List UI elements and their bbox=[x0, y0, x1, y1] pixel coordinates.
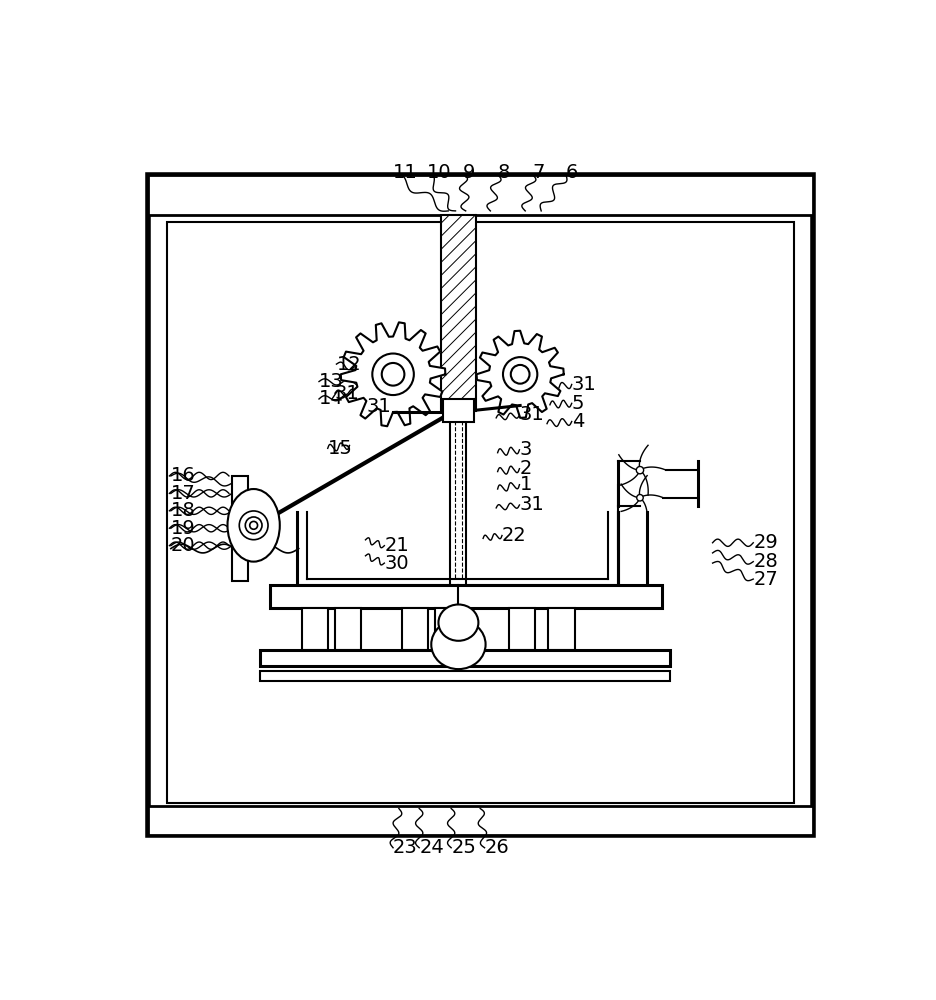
Text: 29: 29 bbox=[753, 533, 777, 552]
Polygon shape bbox=[476, 331, 563, 418]
Bar bbox=[434, 608, 461, 650]
Text: 1: 1 bbox=[519, 475, 532, 494]
Text: 6: 6 bbox=[565, 163, 578, 182]
Text: 10: 10 bbox=[426, 163, 450, 182]
Circle shape bbox=[372, 354, 414, 395]
Circle shape bbox=[636, 494, 642, 501]
Bar bbox=[441, 215, 475, 411]
Text: 25: 25 bbox=[451, 838, 475, 857]
Circle shape bbox=[510, 365, 529, 384]
Ellipse shape bbox=[227, 489, 280, 562]
Bar bbox=[443, 399, 474, 422]
Text: 5: 5 bbox=[571, 394, 583, 413]
Bar bbox=[167, 222, 793, 803]
Text: 24: 24 bbox=[418, 838, 444, 857]
Text: 17: 17 bbox=[170, 484, 196, 503]
Text: 19: 19 bbox=[170, 519, 196, 538]
Text: 31: 31 bbox=[335, 384, 359, 403]
Bar bbox=[335, 608, 360, 650]
Bar bbox=[270, 585, 661, 608]
Text: 15: 15 bbox=[328, 439, 352, 458]
Text: 16: 16 bbox=[170, 466, 196, 485]
Bar bbox=[148, 175, 812, 215]
Circle shape bbox=[636, 466, 643, 474]
Text: 31: 31 bbox=[519, 495, 544, 514]
Bar bbox=[260, 671, 670, 681]
Text: 31: 31 bbox=[367, 397, 391, 416]
Ellipse shape bbox=[438, 604, 478, 641]
Bar bbox=[260, 650, 670, 666]
Text: 31: 31 bbox=[519, 405, 544, 424]
Text: 9: 9 bbox=[462, 163, 475, 182]
Text: 12: 12 bbox=[336, 355, 360, 374]
Circle shape bbox=[503, 357, 536, 391]
Circle shape bbox=[250, 521, 257, 529]
Bar bbox=[402, 608, 428, 650]
Text: 21: 21 bbox=[384, 536, 409, 555]
Bar bbox=[509, 608, 534, 650]
Text: 3: 3 bbox=[519, 440, 532, 459]
Text: 14: 14 bbox=[318, 389, 344, 408]
Text: 26: 26 bbox=[484, 838, 509, 857]
Text: 4: 4 bbox=[571, 412, 583, 431]
Text: 13: 13 bbox=[318, 372, 344, 391]
Text: 7: 7 bbox=[532, 163, 545, 182]
Text: 20: 20 bbox=[170, 536, 196, 555]
Text: 23: 23 bbox=[393, 838, 417, 857]
Text: 2: 2 bbox=[519, 459, 532, 478]
Bar bbox=[148, 806, 812, 835]
Polygon shape bbox=[341, 322, 445, 426]
Text: 8: 8 bbox=[497, 163, 509, 182]
Bar bbox=[231, 476, 247, 581]
Circle shape bbox=[245, 517, 262, 534]
Text: 30: 30 bbox=[384, 554, 408, 573]
Text: 11: 11 bbox=[393, 163, 417, 182]
Circle shape bbox=[381, 363, 404, 386]
Text: 27: 27 bbox=[753, 570, 777, 589]
Text: 28: 28 bbox=[753, 552, 777, 571]
Bar bbox=[548, 608, 574, 650]
Text: 31: 31 bbox=[571, 375, 596, 394]
Circle shape bbox=[239, 511, 268, 540]
Text: 18: 18 bbox=[170, 501, 196, 520]
Ellipse shape bbox=[431, 620, 485, 669]
Bar bbox=[301, 608, 328, 650]
Text: 22: 22 bbox=[502, 526, 526, 545]
